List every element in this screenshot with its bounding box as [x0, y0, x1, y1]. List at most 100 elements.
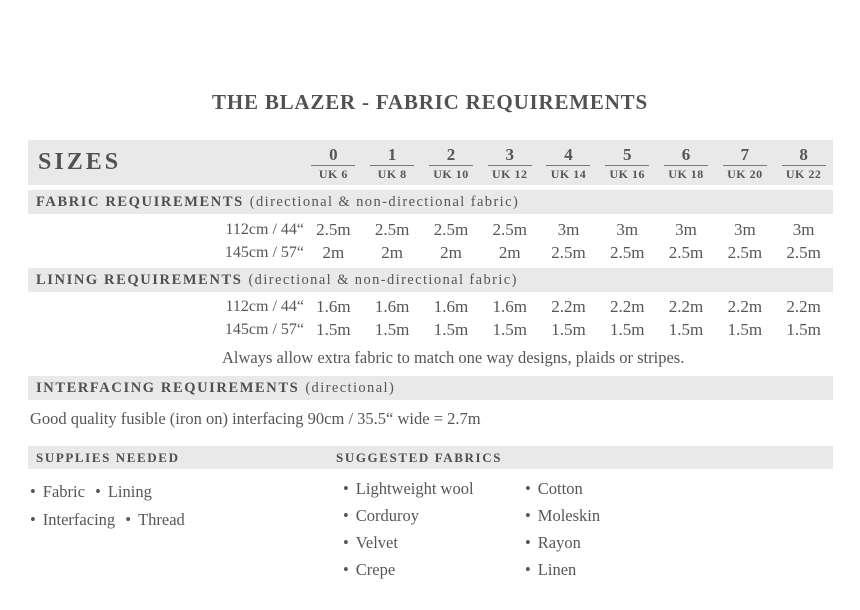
bullet-icon: •	[343, 506, 349, 525]
supplies-needed-heading: SUPPLIES NEEDED	[36, 450, 180, 465]
supply-item: Interfacing	[42, 510, 116, 529]
suggested-fabrics-column-2: • Cotton • Moleskin • Rayon • Linen	[525, 475, 600, 583]
size-column-1: 1 UK 8	[363, 140, 422, 185]
bullet-icon: •	[525, 479, 531, 498]
fabric-value: 2.5m	[786, 243, 821, 262]
lining-value: 1.5m	[492, 320, 527, 339]
fabric-value: 2.5m	[492, 220, 527, 239]
size-number: 0	[329, 144, 338, 164]
bullet-icon: •	[30, 510, 36, 529]
fabric-value: 2m	[381, 243, 404, 262]
list-item: • Interfacing • Thread	[30, 506, 185, 534]
bullet-icon: •	[30, 482, 36, 501]
size-column-2: 2 UK 10	[422, 140, 481, 185]
list-item: • Moleskin	[525, 502, 600, 529]
bullet-icon: •	[525, 533, 531, 552]
lining-value: 2.2m	[551, 297, 586, 316]
size-column-0: 0 UK 6	[304, 140, 363, 185]
supply-item: Fabric	[42, 482, 85, 501]
lining-value: 1.5m	[374, 320, 410, 339]
size-uk-label: UK 22	[785, 166, 822, 181]
fabric-item: Moleskin	[537, 506, 601, 525]
fabric-value: 2m	[322, 243, 345, 262]
page-title: THE BLAZER - FABRIC REQUIREMENTS	[212, 90, 648, 114]
list-item: • Fabric • Lining	[30, 478, 185, 506]
size-uk-label: UK 10	[433, 166, 469, 181]
section-heading-note: (directional)	[305, 379, 396, 396]
fabric-row-112cm: 112cm / 44“ 2.5m 2.5m 2.5m 2.5m 3m 3m 3m…	[28, 218, 833, 241]
interfacing-description: Good quality fusible (iron on) interfaci…	[30, 409, 481, 428]
lining-value: 1.5m	[668, 320, 704, 339]
size-divider	[664, 164, 709, 166]
size-uk-label: UK 20	[727, 166, 763, 181]
fabric-value: 3m	[675, 220, 697, 239]
size-divider	[311, 164, 356, 166]
section-heading: INTERFACING REQUIREMENTS	[36, 379, 300, 396]
size-number: 8	[799, 144, 808, 164]
lining-value: 2.2m	[727, 297, 763, 316]
sizes-label: SIZES	[38, 149, 122, 175]
fabric-item: Corduroy	[355, 506, 420, 525]
extra-fabric-note: Always allow extra fabric to match one w…	[222, 348, 685, 367]
lining-value: 1.6m	[316, 297, 351, 316]
size-column-5: 5 UK 16	[598, 140, 657, 185]
list-item: • Lightweight wool	[343, 475, 474, 502]
fabric-row-145cm: 145cm / 57“ 2m 2m 2m 2m 2.5m 2.5m 2.5m 2…	[28, 241, 833, 264]
size-divider	[487, 164, 532, 166]
supply-item: Thread	[138, 510, 185, 529]
lining-value: 1.5m	[786, 320, 821, 339]
size-uk-label: UK 18	[668, 166, 704, 181]
size-divider	[546, 164, 591, 166]
fabric-value: 2m	[440, 243, 462, 262]
size-column-7: 7 UK 20	[715, 140, 774, 185]
list-item: • Corduroy	[343, 502, 474, 529]
lining-value: 1.6m	[492, 297, 527, 316]
size-divider	[781, 164, 826, 166]
bullet-icon: •	[125, 510, 132, 529]
bullet-icon: •	[343, 479, 349, 498]
fabric-value: 3m	[616, 220, 639, 239]
section-heading: LINING REQUIREMENTS	[36, 271, 243, 288]
bottom-section-header: SUPPLIES NEEDED SUGGESTED FABRICS	[28, 446, 833, 469]
size-divider	[370, 164, 415, 166]
size-uk-label: UK 14	[550, 166, 587, 181]
fabric-value: 3m	[557, 220, 580, 239]
size-number: 2	[446, 144, 456, 164]
size-column-4: 4 UK 14	[539, 140, 598, 185]
fabric-value: 2.5m	[610, 243, 645, 262]
lining-value: 1.6m	[433, 297, 469, 316]
size-number: 5	[623, 144, 632, 164]
lining-value: 1.5m	[727, 320, 763, 339]
suggested-fabrics-heading: SUGGESTED FABRICS	[336, 450, 503, 465]
fabric-value: 2.5m	[551, 243, 586, 262]
fabric-value: 3m	[792, 220, 815, 239]
supply-item: Lining	[107, 482, 152, 501]
fabric-requirements-header: FABRIC REQUIREMENTS (directional & non-d…	[28, 190, 833, 214]
size-number: 6	[681, 144, 691, 164]
row-label: 145cm / 57“	[224, 321, 304, 338]
lining-value: 1.5m	[433, 320, 469, 339]
fabric-value: 2.5m	[316, 220, 351, 239]
fabric-value: 2m	[498, 243, 521, 262]
lining-value: 1.6m	[374, 297, 410, 316]
row-label: 145cm / 57“	[224, 244, 304, 261]
lining-requirements-header: LINING REQUIREMENTS (directional & non-d…	[28, 268, 833, 292]
fabric-value: 2.5m	[727, 243, 763, 262]
row-label: 112cm / 44“	[225, 221, 305, 238]
list-item: • Velvet	[343, 529, 474, 556]
supplies-list: • Fabric • Lining • Interfacing • Thread	[30, 478, 185, 534]
size-number: 1	[387, 144, 397, 164]
list-item: • Linen	[525, 556, 600, 583]
section-heading-note: (directional & non-directional fabric)	[248, 271, 518, 288]
lining-value: 1.5m	[551, 320, 586, 339]
section-heading: FABRIC REQUIREMENTS	[36, 193, 244, 210]
fabric-value: 3m	[733, 220, 756, 239]
size-number: 7	[740, 144, 750, 164]
size-divider	[722, 164, 767, 166]
bullet-icon: •	[525, 560, 531, 579]
size-divider	[605, 164, 650, 166]
size-column-6: 6 UK 18	[657, 140, 716, 185]
suggested-fabrics-column-1: • Lightweight wool • Corduroy • Velvet • Cre…	[343, 475, 474, 583]
size-number: 4	[564, 144, 573, 164]
section-heading-note: (directional & non-directional fabric)	[249, 193, 520, 210]
